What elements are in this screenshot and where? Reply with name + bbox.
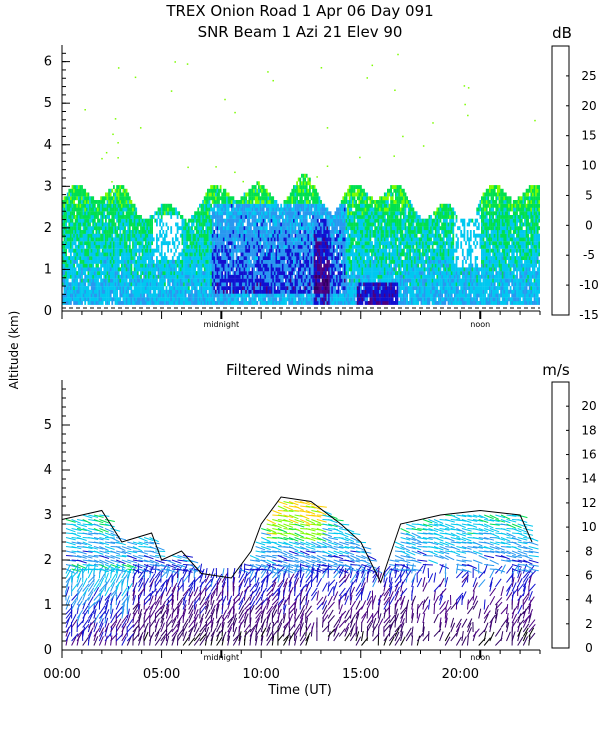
y-tick-label: 0 xyxy=(44,304,52,319)
colorbar-tick-label: 6 xyxy=(585,568,593,582)
y-tick-label: 4 xyxy=(44,138,52,153)
x-tick-label: 10:00 xyxy=(242,667,279,682)
x-axis-label: Time (UT) xyxy=(267,683,332,698)
snr-colorbar: -15 -10 -5 0 5 10 15 20 25 xyxy=(551,45,599,322)
colorbar-tick-label: 8 xyxy=(585,544,593,558)
colorbar-tick-label: 14 xyxy=(581,472,596,486)
y-tick-label: 4 xyxy=(44,463,52,478)
chart-subtitle: SNR Beam 1 Azi 21 Elev 90 xyxy=(198,23,403,41)
chart-title: TREX Onion Road 1 Apr 06 Day 091 xyxy=(165,2,433,20)
colorbar-tick-label: 4 xyxy=(585,593,593,607)
snr-heatmap xyxy=(62,53,540,309)
time-marker-label: midnight xyxy=(203,653,239,662)
y-tick-label: 5 xyxy=(44,96,52,111)
y-tick-label: 5 xyxy=(44,418,52,433)
colorbar-tick-label: 20 xyxy=(581,99,596,113)
y-tick-label: 2 xyxy=(44,553,52,568)
colorbar-tick-label: 15 xyxy=(581,129,596,143)
colorbar-tick-label: 0 xyxy=(585,641,593,655)
y-tick-label: 1 xyxy=(44,598,52,613)
time-marker-label: midnight xyxy=(203,320,239,329)
wind-colorbar-unit: m/s xyxy=(542,361,570,379)
snr-colorbar-unit: dB xyxy=(552,24,572,42)
time-marker-label: noon xyxy=(470,320,490,329)
time-marker-label: noon xyxy=(470,653,490,662)
x-tick-label: 15:00 xyxy=(342,667,379,682)
colorbar-tick-label: -15 xyxy=(579,308,599,322)
y-tick-label: 2 xyxy=(44,221,52,236)
colorbar-tick-label: 20 xyxy=(581,399,596,413)
wind-barbs xyxy=(62,496,539,646)
colorbar-tick-label: 2 xyxy=(585,617,593,631)
colorbar-tick-label: -5 xyxy=(583,248,595,262)
x-tick-label: 00:00 xyxy=(43,667,80,682)
y-tick-label: 3 xyxy=(44,508,52,523)
colorbar-tick-label: 16 xyxy=(581,448,596,462)
wind-colorbar: 0 2 4 6 8 10 12 14 16 18 20 xyxy=(551,381,597,655)
y-tick-label: 1 xyxy=(44,262,52,277)
snr-axes: 0 1 2 3 4 5 6 midnight noon xyxy=(44,45,541,329)
y-axis-label: Altitude (km) xyxy=(7,311,21,390)
x-tick-label: 05:00 xyxy=(143,667,180,682)
colorbar-tick-label: 25 xyxy=(581,69,596,83)
colorbar-tick-label: 10 xyxy=(581,520,596,534)
colorbar-tick-label: 12 xyxy=(581,496,596,510)
chart-title-winds: Filtered Winds nima xyxy=(226,361,374,379)
colorbar-tick-label: 10 xyxy=(581,159,596,173)
y-tick-label: 3 xyxy=(44,179,52,194)
colorbar-tick-label: 18 xyxy=(581,423,596,437)
colorbar-tick-label: 5 xyxy=(585,188,593,202)
y-tick-label: 0 xyxy=(44,643,52,658)
wind-axes: 0 1 2 3 4 5 00:00 05:00 10:00 15:00 20:00 midnight n… xyxy=(43,380,541,682)
x-tick-label: 20:00 xyxy=(442,667,479,682)
colorbar-tick-label: 0 xyxy=(585,218,593,232)
y-tick-label: 6 xyxy=(44,55,52,70)
colorbar-tick-label: -10 xyxy=(579,278,599,292)
